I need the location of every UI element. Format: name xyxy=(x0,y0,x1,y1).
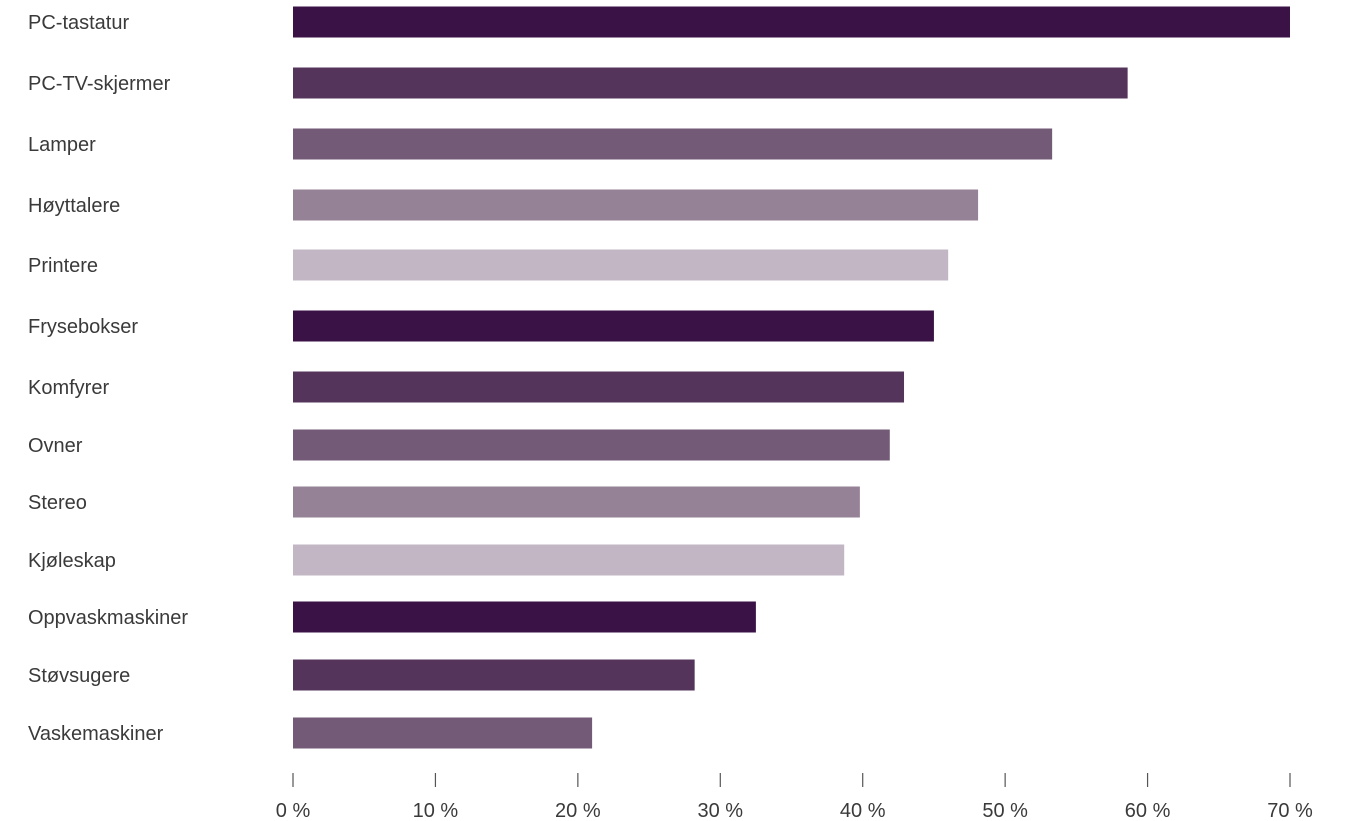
bar xyxy=(293,659,695,691)
x-tick-label: 30 % xyxy=(697,800,743,821)
x-tick-label: 20 % xyxy=(555,800,601,821)
category-labels: PC-tastatur PC-TV-skjermer Lamper Høyttaler… xyxy=(28,12,188,745)
category-label: Oppvaskmaskiner xyxy=(28,607,188,629)
x-axis: 0 % 10 % 20 % 30 % 40 % 50 % 60 % 70 % xyxy=(276,773,1313,821)
bar xyxy=(293,310,934,342)
category-label: Komfyrer xyxy=(28,377,109,399)
category-label: Høyttalere xyxy=(28,195,120,217)
bar xyxy=(293,429,890,461)
bar xyxy=(293,371,905,403)
x-tick-label: 60 % xyxy=(1125,800,1171,821)
category-label: Lamper xyxy=(28,134,96,156)
category-label: PC-TV-skjermer xyxy=(28,73,171,95)
bars xyxy=(293,6,1290,749)
bar xyxy=(293,544,845,576)
category-label: PC-tastatur xyxy=(28,12,129,34)
x-tick-label: 10 % xyxy=(413,800,459,821)
bar xyxy=(293,189,979,221)
category-label: Vaskemaskiner xyxy=(28,723,164,745)
category-label: Frysebokser xyxy=(28,316,138,338)
bar xyxy=(293,601,756,633)
bar xyxy=(293,128,1053,160)
bar xyxy=(293,249,949,281)
category-label: Printere xyxy=(28,255,98,277)
bar xyxy=(293,486,860,518)
bar xyxy=(293,717,593,749)
category-label: Kjøleskap xyxy=(28,550,116,572)
category-label: Ovner xyxy=(28,435,83,457)
category-label: Støvsugere xyxy=(28,665,130,687)
x-tick-label: 40 % xyxy=(840,800,886,821)
x-tick-label: 50 % xyxy=(982,800,1028,821)
bar xyxy=(293,6,1290,38)
bar xyxy=(293,67,1128,99)
x-tick-label: 70 % xyxy=(1267,800,1313,821)
category-label: Stereo xyxy=(28,492,87,514)
x-tick-label: 0 % xyxy=(276,800,311,821)
